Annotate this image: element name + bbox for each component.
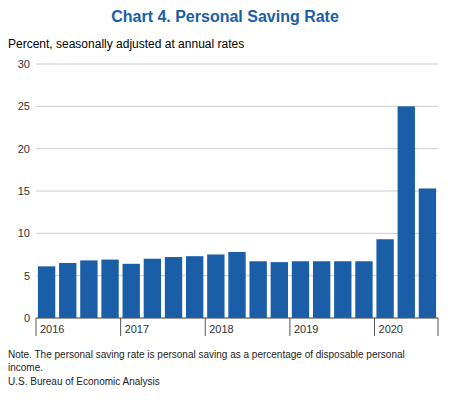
x-tick	[120, 318, 121, 336]
bar	[292, 261, 309, 318]
note: U.S. Bureau of Economic Analysis	[8, 376, 160, 387]
y-tick-label: 30	[18, 58, 30, 70]
grid-line	[36, 233, 438, 234]
x-tick	[36, 318, 37, 336]
bar	[334, 261, 351, 318]
bar	[80, 260, 97, 318]
y-tick-label: 20	[18, 143, 30, 155]
bar	[59, 263, 76, 318]
bar	[313, 261, 330, 318]
y-tick-label: 10	[18, 227, 30, 239]
grid-line	[36, 148, 438, 149]
bar	[355, 261, 372, 318]
grid-line	[36, 318, 438, 319]
y-axis: 0 5 10 15 20 25 30	[18, 58, 30, 324]
y-tick-label: 5	[24, 270, 30, 282]
x-tick	[205, 318, 206, 336]
bar	[419, 188, 436, 318]
grid	[36, 64, 438, 318]
chart-container: Chart 4. Personal Saving Rate Percent, se…	[0, 0, 450, 400]
bar	[376, 239, 393, 318]
bar	[207, 255, 224, 319]
x-axis: 2016 2017 2018 2019 2020	[36, 318, 438, 336]
chart-svg: Chart 4. Personal Saving Rate Percent, se…	[0, 0, 450, 400]
bar	[271, 262, 288, 318]
bar	[228, 252, 245, 318]
x-tick-label: 2017	[125, 323, 149, 335]
bar	[38, 266, 55, 318]
x-axis-line	[36, 318, 438, 319]
y-tick-label: 25	[18, 100, 30, 112]
bar	[398, 106, 415, 318]
notes: Note. The personal saving rate is person…	[8, 349, 405, 387]
bar	[165, 257, 182, 318]
grid-line	[36, 64, 438, 65]
note: Note. The personal saving rate is person…	[8, 349, 405, 373]
title: Chart 4. Personal Saving Rate	[111, 8, 339, 25]
subtitle: Percent, seasonally adjusted at annual r…	[8, 37, 244, 51]
grid-line	[36, 106, 438, 107]
y-tick-label: 0	[24, 312, 30, 324]
bar	[186, 256, 203, 318]
x-tick	[374, 318, 375, 336]
grid-line	[36, 191, 438, 192]
bars	[38, 106, 436, 318]
x-tick-label: 2018	[209, 323, 233, 335]
bar	[144, 259, 161, 318]
x-axis-end	[438, 318, 439, 336]
bar	[123, 264, 140, 318]
x-tick-label: 2020	[379, 323, 403, 335]
x-tick	[289, 318, 290, 336]
x-tick-label: 2019	[294, 323, 318, 335]
y-tick-label: 15	[18, 185, 30, 197]
x-tick-label: 2016	[40, 323, 64, 335]
bar	[249, 261, 266, 318]
bar	[101, 260, 118, 318]
